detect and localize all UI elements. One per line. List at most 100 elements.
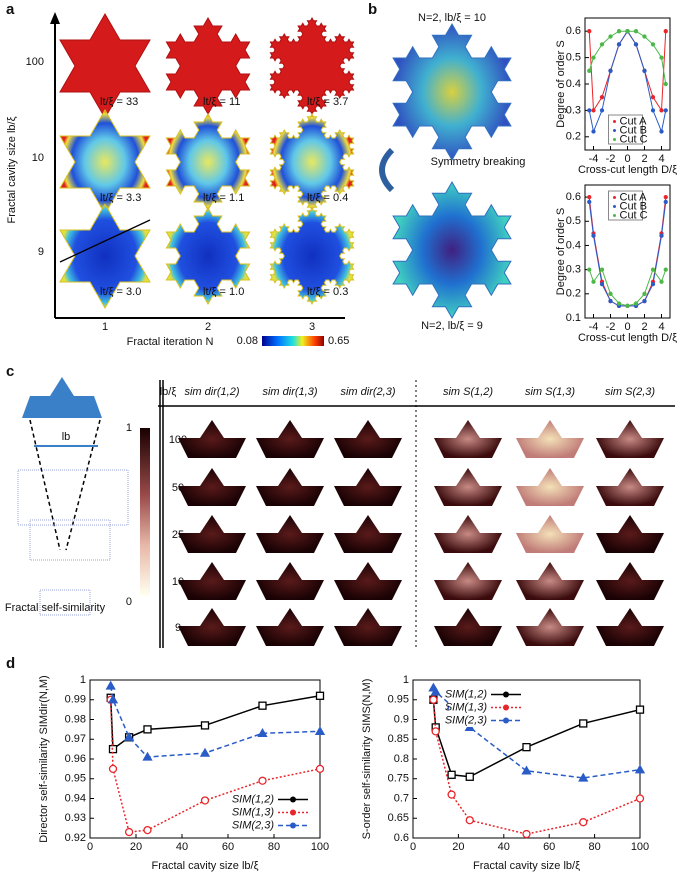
marker (608, 291, 613, 296)
legend-marker (613, 205, 616, 208)
marker (659, 108, 664, 113)
legend-marker (613, 120, 616, 123)
marker (105, 680, 116, 690)
marker (522, 829, 531, 839)
marker (315, 691, 325, 700)
x-tick-label: 1 (102, 321, 108, 333)
x-tick-label: 4 (658, 153, 664, 165)
marker (591, 129, 596, 134)
marker (642, 34, 647, 39)
marker (257, 728, 268, 737)
x-tick-label: 0 (624, 153, 630, 165)
legend-label: SIM(2,3) (232, 819, 275, 831)
cell-image (434, 468, 502, 506)
cell-image (596, 608, 664, 646)
column-header: sim dir(1,3) (262, 386, 317, 398)
x-tick-label: -2 (606, 153, 616, 165)
marker (616, 42, 622, 47)
x-tick-label: 0 (624, 321, 630, 333)
marker (633, 42, 639, 47)
y-tick-label: 0.92 (65, 832, 86, 844)
legend-box (449, 686, 527, 727)
marker (599, 108, 605, 113)
x-label: Cross-cut length D/ξ (578, 332, 677, 344)
marker (199, 747, 211, 757)
legend-label: SIM(1,2) (232, 793, 275, 805)
cell-label: lt/ξ = 3.0 (100, 286, 141, 298)
x-tick-label: 3 (309, 321, 315, 333)
cell-image (334, 468, 402, 506)
cell-image (178, 420, 246, 458)
marker (591, 279, 596, 284)
cell-image (178, 515, 246, 553)
x-tick-label: 40 (498, 841, 510, 853)
x-tick-label: 80 (588, 841, 600, 853)
colorbar (140, 428, 150, 596)
marker (521, 765, 532, 775)
marker (200, 721, 210, 730)
cell-image (434, 420, 502, 458)
outline (17, 469, 129, 526)
arrow (50, 12, 60, 24)
legend-box (236, 791, 314, 832)
marker (642, 291, 647, 296)
cell-label: lt/ξ = 11 (203, 96, 240, 108)
y-tick-label: 0.4 (566, 239, 581, 251)
x-tick-label: 100 (631, 841, 649, 853)
cell-label: lt/ξ = 0.3 (307, 286, 348, 298)
marker (663, 267, 668, 272)
marker (430, 686, 441, 696)
arrow (379, 147, 395, 193)
caption: Fractal self-similarity (5, 602, 106, 614)
column-header: sim S(1,3) (525, 386, 575, 398)
marker (608, 34, 613, 39)
cell-label: lt/ξ = 3.7 (307, 96, 348, 108)
y-tick-label: 0.96 (65, 753, 86, 765)
legend-label: SIM(2,3) (445, 714, 488, 726)
marker (107, 694, 119, 704)
marker (579, 818, 588, 827)
marker (650, 42, 656, 47)
marker (642, 68, 647, 73)
outline (29, 519, 111, 561)
y-tick-label: 0.1 (566, 312, 581, 324)
shape (22, 396, 102, 418)
y-label: Fractal cavity size lb/ξ (6, 116, 18, 223)
panel-label: b (368, 1, 377, 18)
y-tick-label: 0.4 (566, 78, 581, 90)
y-tick-label: 0.2 (566, 288, 581, 300)
marker (258, 776, 267, 785)
legend-label: Cut B (620, 200, 648, 212)
marker (465, 772, 474, 781)
marker (142, 751, 153, 761)
marker (447, 790, 456, 799)
outline (39, 589, 91, 616)
marker (634, 764, 646, 774)
lb-label: lb (62, 431, 71, 443)
legend-marker (613, 214, 616, 217)
y-tick-label: 0.93 (65, 812, 86, 824)
y-tick-label: 1 (403, 674, 409, 686)
column-header: sim S(1,2) (443, 386, 493, 398)
x-tick-label: 2 (641, 153, 647, 165)
legend-label: SIM(1,3) (232, 806, 275, 818)
marker (314, 726, 326, 735)
y-tick-label: 0.5 (566, 215, 581, 227)
y-tick-label: 0.3 (566, 264, 581, 276)
x-tick-label: 20 (130, 841, 142, 853)
y-tick-label: 0.65 (388, 812, 409, 824)
snowflake (269, 206, 355, 306)
legend-marker (503, 691, 509, 698)
y-tick-label: 0.98 (65, 713, 86, 725)
marker (143, 725, 152, 734)
marker (124, 827, 134, 837)
marker (599, 267, 605, 272)
marker (591, 108, 596, 113)
marker (522, 743, 531, 752)
legend-marker (290, 796, 296, 803)
y-tick-label: 0.6 (566, 25, 581, 37)
x-tick-label: -2 (606, 321, 616, 333)
marker (659, 129, 664, 134)
y-label: Degree of order S (555, 40, 567, 127)
